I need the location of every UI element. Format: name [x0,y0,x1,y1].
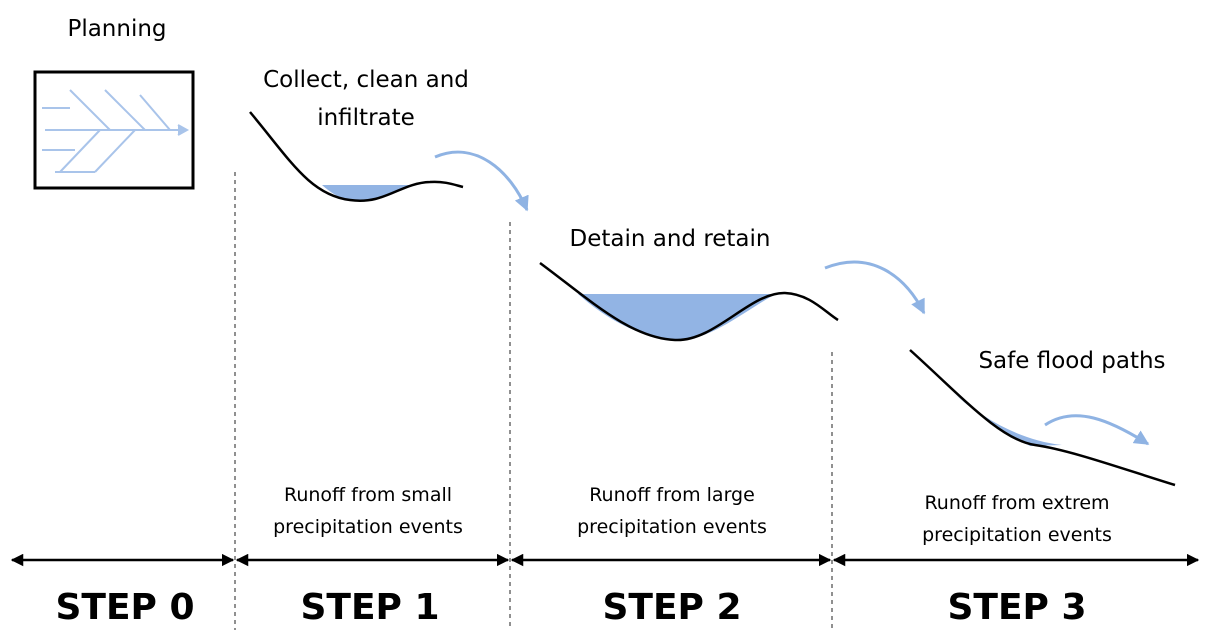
runoff-caption: precipitation events [273,516,463,538]
water [578,294,776,341]
step-label: STEP 1 [300,587,439,628]
water [322,185,410,202]
terrain [249,111,464,202]
step-label: STEP 2 [602,587,741,628]
step-title: infiltrate [317,105,415,131]
runoff-caption: precipitation events [922,524,1112,546]
step-title: Planning [67,16,166,42]
step-label: STEP 0 [55,587,194,628]
fishbone-icon [42,89,190,173]
step-title: Detain and retain [569,226,770,252]
step-title: Collect, clean and [263,67,469,93]
planning-box [33,70,195,190]
flow-arrow [1044,414,1150,446]
flow-arrow [434,150,529,212]
flow-arrow [824,260,926,315]
runoff-caption: Runoff from large [589,484,755,506]
water [952,392,1062,446]
runoff-caption: precipitation events [577,516,767,538]
runoff-caption: Runoff from extrem [924,492,1109,514]
terrain [909,349,1176,487]
step-title: Safe flood paths [978,348,1165,374]
step-label: STEP 3 [947,587,1086,628]
runoff-caption: Runoff from small [284,484,452,506]
terrain [539,261,839,342]
